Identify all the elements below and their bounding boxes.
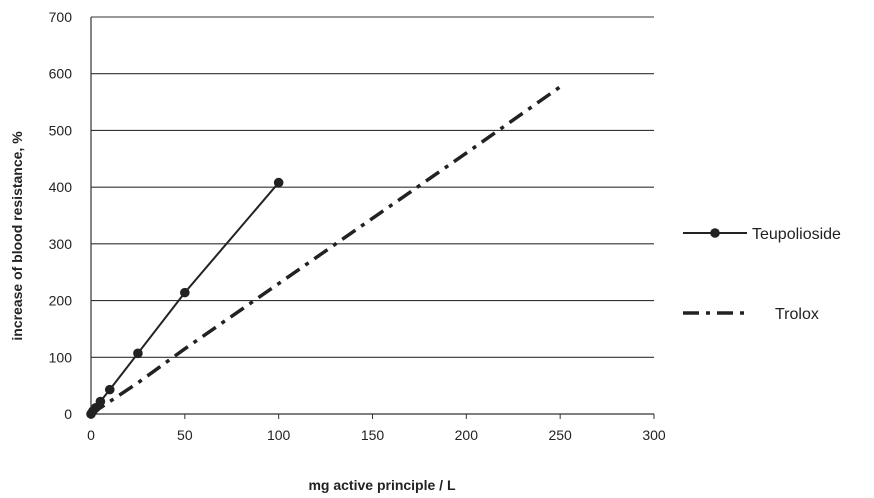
series-line-teupolioside — [90, 181, 280, 415]
x-tick-label-200: 200 — [455, 427, 479, 443]
y-axis-title: increase of blood resistance, % — [9, 131, 25, 341]
data-point-teupolioside-3 — [95, 396, 106, 407]
legend-label-teupolioside: Teupolioside — [752, 226, 841, 243]
x-tick-label-50: 50 — [177, 427, 193, 443]
legend: Teupolioside Trolox — [683, 226, 841, 323]
y-tick-label-400: 400 — [49, 179, 73, 195]
y-tick-label-500: 500 — [49, 122, 73, 138]
y-tick-label-0: 0 — [64, 406, 72, 422]
x-tick-labels: 0 50 100 150 200 250 300 — [87, 414, 666, 443]
y-tick-labels: 0 100 200 300 400 500 600 700 — [49, 9, 73, 422]
x-tick-label-250: 250 — [548, 427, 572, 443]
y-tick-label-700: 700 — [49, 9, 73, 25]
data-point-teupolioside-4 — [104, 384, 115, 395]
series-line-trolox — [90, 85, 562, 416]
data-point-teupolioside-6 — [180, 287, 190, 298]
gridlines — [91, 16, 654, 358]
x-axis-title: mg active principle / L — [308, 477, 455, 493]
y-tick-label-100: 100 — [49, 349, 73, 365]
legend-label-trolox: Trolox — [775, 306, 819, 323]
data-point-teupolioside-5 — [133, 348, 143, 359]
x-tick-label-300: 300 — [642, 427, 666, 443]
y-tick-label-600: 600 — [49, 66, 73, 82]
series-group — [86, 85, 562, 419]
y-tick-label-200: 200 — [49, 293, 73, 309]
data-point-teupolioside-7 — [273, 177, 284, 188]
y-tick-label-300: 300 — [49, 236, 73, 252]
x-tick-label-150: 150 — [361, 427, 385, 443]
legend-marker-teupolioside — [710, 228, 720, 238]
x-tick-label-100: 100 — [267, 427, 291, 443]
x-tick-label-0: 0 — [87, 427, 95, 443]
